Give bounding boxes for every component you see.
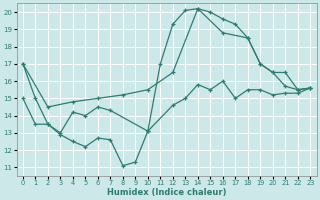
X-axis label: Humidex (Indice chaleur): Humidex (Indice chaleur) bbox=[107, 188, 226, 197]
